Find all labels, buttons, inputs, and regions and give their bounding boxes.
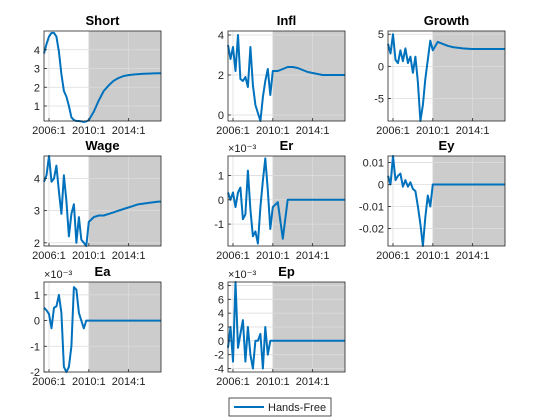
y-tick-label: 0 <box>378 180 384 192</box>
subplot-title: Short <box>86 13 121 28</box>
series-line-short <box>43 31 161 123</box>
forecast-shade <box>432 156 505 246</box>
y-exponent-label: ×10⁻³ <box>228 269 256 281</box>
x-tick-label: 2010:1 <box>416 125 450 137</box>
x-tick-label: 2006:1 <box>32 125 66 137</box>
y-tick-label: -1 <box>30 341 40 353</box>
subplot-ea: 2006:1 2010:1 2014:1 -2 -1 0 1 Ea ×10⁻³ <box>30 264 162 388</box>
y-tick-label: -5 <box>374 94 384 106</box>
x-tick-label: 2010:1 <box>416 250 450 262</box>
y-tick-label: 0 <box>218 110 224 122</box>
series-line-wage <box>43 155 161 247</box>
y-tick-label: 6 <box>218 294 224 306</box>
y-tick-label: 2 <box>218 70 224 82</box>
y-tick-label: -1 <box>214 219 224 231</box>
axes-box <box>387 30 506 122</box>
subplot-title: Ey <box>439 138 456 153</box>
forecast-shade <box>272 156 345 246</box>
subplot-growth: 2006:1 2010:1 2014:1 -5 0 5 Growth <box>374 13 506 137</box>
subplot-title: Er <box>280 138 294 153</box>
y-tick-label: -2 <box>30 367 40 379</box>
forecast-shade <box>88 282 161 372</box>
x-tick-label: 2006:1 <box>32 376 66 388</box>
y-tick-label: 2 <box>218 322 224 334</box>
y-tick-label: 0.01 <box>363 158 384 170</box>
x-tick-label: 2014:1 <box>296 125 330 137</box>
y-tick-label: 4 <box>218 30 224 42</box>
y-tick-label: 1 <box>34 101 40 113</box>
axes-box <box>227 155 346 247</box>
y-tick-label: -4 <box>214 364 224 376</box>
y-tick-label: -0.01 <box>359 201 384 213</box>
axes-box <box>43 281 162 373</box>
y-tick-label: 8 <box>218 280 224 292</box>
subplot-infl: 2006:1 2010:1 2014:1 0 2 4 Infl <box>216 13 346 137</box>
subplot-er: 2006:1 2010:1 2014:1 -1 0 1 Er ×10⁻³ <box>214 138 346 262</box>
y-tick-label: 0 <box>34 316 40 328</box>
series-line-ep <box>227 281 345 370</box>
y-tick-label: 1 <box>34 290 40 302</box>
x-tick-label: 2006:1 <box>376 125 410 137</box>
series-line-infl <box>227 34 345 122</box>
legend-box <box>228 397 332 417</box>
subplot-wage: 2006:1 2010:1 2014:1 2 3 4 Wage <box>32 138 162 262</box>
axes-box <box>43 155 162 247</box>
x-tick-label: 2014:1 <box>112 376 146 388</box>
x-tick-label: 2006:1 <box>216 125 250 137</box>
subplot-title: Infl <box>277 13 297 28</box>
forecast-shade <box>88 156 161 246</box>
subplot-ep: 2006:1 2010:1 2014:1 -4 -2 0 2 4 6 8 Ep ×10⁻³ <box>214 264 346 388</box>
y-tick-label: 5 <box>378 29 384 41</box>
axes-box <box>387 155 506 247</box>
y-tick-label: 4 <box>34 45 40 57</box>
forecast-shade <box>432 31 505 121</box>
y-tick-label: 0 <box>218 336 224 348</box>
y-tick-label: 0 <box>378 61 384 73</box>
subplot-ey: 2006:1 2010:1 2014:1 -0.02 -0.01 0 0.01 Ey <box>359 138 506 262</box>
x-tick-label: 2014:1 <box>296 376 330 388</box>
subplot-title: Wage <box>85 138 119 153</box>
series-line-ea <box>43 286 161 373</box>
x-tick-label: 2010:1 <box>72 376 106 388</box>
legend: Hands-Free <box>228 397 332 417</box>
y-tick-label: 3 <box>34 64 40 76</box>
x-tick-label: 2010:1 <box>72 250 106 262</box>
y-tick-label: 0 <box>218 195 224 207</box>
x-tick-label: 2010:1 <box>256 125 290 137</box>
x-tick-label: 2014:1 <box>456 125 490 137</box>
x-tick-label: 2014:1 <box>296 250 330 262</box>
series-line-ey <box>387 155 505 247</box>
x-tick-label: 2006:1 <box>216 250 250 262</box>
y-exponent-label: ×10⁻³ <box>228 143 256 155</box>
y-tick-label: -2 <box>214 350 224 362</box>
series-line-er <box>227 157 345 245</box>
subplot-short: 2006:1 2010:1 2014:1 1 2 3 4 Short <box>32 13 162 137</box>
series-line-growth <box>387 33 505 122</box>
y-exponent-label: ×10⁻³ <box>44 269 72 281</box>
x-tick-label: 2006:1 <box>32 250 66 262</box>
subplot-title: Ea <box>95 264 112 279</box>
x-tick-label: 2006:1 <box>216 376 250 388</box>
y-tick-label: 4 <box>218 308 224 320</box>
y-tick-label: 1 <box>218 170 224 182</box>
y-tick-label: 2 <box>34 82 40 94</box>
x-tick-label: 2014:1 <box>112 250 146 262</box>
x-tick-label: 2006:1 <box>376 250 410 262</box>
axes-box <box>227 30 346 122</box>
legend-label: Hands-Free <box>268 402 326 414</box>
x-tick-label: 2014:1 <box>456 250 490 262</box>
y-tick-label: 3 <box>34 206 40 218</box>
x-tick-label: 2010:1 <box>256 250 290 262</box>
y-tick-label: -0.02 <box>359 223 384 235</box>
x-tick-label: 2010:1 <box>256 376 290 388</box>
x-tick-label: 2010:1 <box>72 125 106 137</box>
y-tick-label: 2 <box>34 238 40 250</box>
subplot-title: Ep <box>278 264 295 279</box>
axes-box <box>43 30 162 122</box>
x-tick-label: 2014:1 <box>112 125 146 137</box>
subplot-title: Growth <box>424 13 470 28</box>
y-tick-label: 4 <box>34 174 40 186</box>
